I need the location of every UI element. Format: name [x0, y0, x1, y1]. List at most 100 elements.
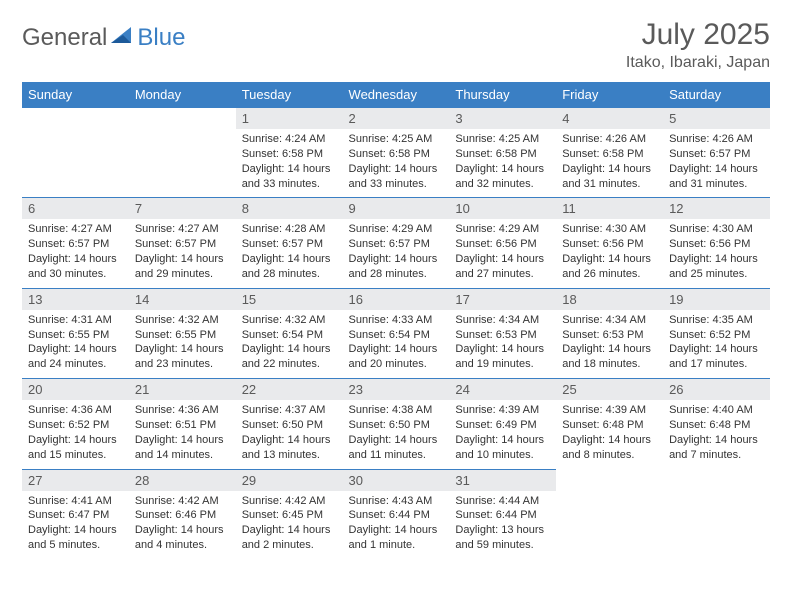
day-data: Sunrise: 4:40 AMSunset: 6:48 PMDaylight:…	[663, 400, 770, 468]
calendar-cell: 18Sunrise: 4:34 AMSunset: 6:53 PMDayligh…	[556, 288, 663, 378]
calendar-cell: 14Sunrise: 4:32 AMSunset: 6:55 PMDayligh…	[129, 288, 236, 378]
day-data: Sunrise: 4:39 AMSunset: 6:48 PMDaylight:…	[556, 400, 663, 468]
day-data: Sunrise: 4:42 AMSunset: 6:46 PMDaylight:…	[129, 491, 236, 559]
day-number: 4	[556, 107, 663, 129]
day-number: 24	[449, 378, 556, 400]
weekday-header: Tuesday	[236, 82, 343, 107]
day-number: 21	[129, 378, 236, 400]
calendar-row: 13Sunrise: 4:31 AMSunset: 6:55 PMDayligh…	[22, 288, 770, 378]
calendar-cell: 9Sunrise: 4:29 AMSunset: 6:57 PMDaylight…	[343, 197, 450, 287]
day-data: Sunrise: 4:44 AMSunset: 6:44 PMDaylight:…	[449, 491, 556, 559]
calendar-cell: 21Sunrise: 4:36 AMSunset: 6:51 PMDayligh…	[129, 378, 236, 468]
day-data: Sunrise: 4:26 AMSunset: 6:58 PMDaylight:…	[556, 129, 663, 197]
calendar-cell: 4Sunrise: 4:26 AMSunset: 6:58 PMDaylight…	[556, 107, 663, 197]
day-data: Sunrise: 4:35 AMSunset: 6:52 PMDaylight:…	[663, 310, 770, 378]
day-data: Sunrise: 4:36 AMSunset: 6:51 PMDaylight:…	[129, 400, 236, 468]
day-number: 22	[236, 378, 343, 400]
day-data: Sunrise: 4:27 AMSunset: 6:57 PMDaylight:…	[129, 219, 236, 287]
calendar-cell: 25Sunrise: 4:39 AMSunset: 6:48 PMDayligh…	[556, 378, 663, 468]
location-subtitle: Itako, Ibaraki, Japan	[626, 54, 770, 72]
title-block: July 2025 Itako, Ibaraki, Japan	[626, 18, 770, 72]
calendar-cell: 28Sunrise: 4:42 AMSunset: 6:46 PMDayligh…	[129, 469, 236, 559]
day-number: 6	[22, 197, 129, 219]
weekday-header: Sunday	[22, 82, 129, 107]
day-number: 30	[343, 469, 450, 491]
calendar-cell: 8Sunrise: 4:28 AMSunset: 6:57 PMDaylight…	[236, 197, 343, 287]
calendar-cell: 22Sunrise: 4:37 AMSunset: 6:50 PMDayligh…	[236, 378, 343, 468]
day-data: Sunrise: 4:41 AMSunset: 6:47 PMDaylight:…	[22, 491, 129, 559]
calendar-cell: 7Sunrise: 4:27 AMSunset: 6:57 PMDaylight…	[129, 197, 236, 287]
day-number: 2	[343, 107, 450, 129]
day-data: Sunrise: 4:30 AMSunset: 6:56 PMDaylight:…	[556, 219, 663, 287]
day-number: 3	[449, 107, 556, 129]
day-data: Sunrise: 4:30 AMSunset: 6:56 PMDaylight:…	[663, 219, 770, 287]
weekday-header: Friday	[556, 82, 663, 107]
calendar-cell	[663, 469, 770, 559]
calendar-cell: 29Sunrise: 4:42 AMSunset: 6:45 PMDayligh…	[236, 469, 343, 559]
calendar-cell: 13Sunrise: 4:31 AMSunset: 6:55 PMDayligh…	[22, 288, 129, 378]
calendar-cell: 16Sunrise: 4:33 AMSunset: 6:54 PMDayligh…	[343, 288, 450, 378]
calendar-cell: 5Sunrise: 4:26 AMSunset: 6:57 PMDaylight…	[663, 107, 770, 197]
day-number: 26	[663, 378, 770, 400]
calendar-row: 27Sunrise: 4:41 AMSunset: 6:47 PMDayligh…	[22, 469, 770, 559]
calendar-cell: 1Sunrise: 4:24 AMSunset: 6:58 PMDaylight…	[236, 107, 343, 197]
calendar-cell	[556, 469, 663, 559]
logo-sail-icon	[109, 24, 135, 52]
calendar-body: 1Sunrise: 4:24 AMSunset: 6:58 PMDaylight…	[22, 107, 770, 559]
day-data: Sunrise: 4:38 AMSunset: 6:50 PMDaylight:…	[343, 400, 450, 468]
calendar-cell: 2Sunrise: 4:25 AMSunset: 6:58 PMDaylight…	[343, 107, 450, 197]
day-number: 31	[449, 469, 556, 491]
day-data: Sunrise: 4:34 AMSunset: 6:53 PMDaylight:…	[449, 310, 556, 378]
day-data: Sunrise: 4:28 AMSunset: 6:57 PMDaylight:…	[236, 219, 343, 287]
calendar-table: Sunday Monday Tuesday Wednesday Thursday…	[22, 82, 770, 559]
calendar-cell: 24Sunrise: 4:39 AMSunset: 6:49 PMDayligh…	[449, 378, 556, 468]
day-number: 29	[236, 469, 343, 491]
day-data: Sunrise: 4:36 AMSunset: 6:52 PMDaylight:…	[22, 400, 129, 468]
day-number: 13	[22, 288, 129, 310]
calendar-cell: 11Sunrise: 4:30 AMSunset: 6:56 PMDayligh…	[556, 197, 663, 287]
day-data: Sunrise: 4:25 AMSunset: 6:58 PMDaylight:…	[449, 129, 556, 197]
day-data: Sunrise: 4:29 AMSunset: 6:56 PMDaylight:…	[449, 219, 556, 287]
day-number: 18	[556, 288, 663, 310]
day-data: Sunrise: 4:29 AMSunset: 6:57 PMDaylight:…	[343, 219, 450, 287]
calendar-cell	[129, 107, 236, 197]
day-number: 25	[556, 378, 663, 400]
day-data: Sunrise: 4:43 AMSunset: 6:44 PMDaylight:…	[343, 491, 450, 559]
day-data: Sunrise: 4:26 AMSunset: 6:57 PMDaylight:…	[663, 129, 770, 197]
day-number: 15	[236, 288, 343, 310]
day-data: Sunrise: 4:37 AMSunset: 6:50 PMDaylight:…	[236, 400, 343, 468]
day-data: Sunrise: 4:27 AMSunset: 6:57 PMDaylight:…	[22, 219, 129, 287]
day-number: 20	[22, 378, 129, 400]
day-number: 16	[343, 288, 450, 310]
logo: General Blue	[22, 18, 185, 52]
day-number: 27	[22, 469, 129, 491]
page-title: July 2025	[626, 18, 770, 52]
day-number: 19	[663, 288, 770, 310]
day-data: Sunrise: 4:42 AMSunset: 6:45 PMDaylight:…	[236, 491, 343, 559]
day-number: 1	[236, 107, 343, 129]
calendar-cell: 15Sunrise: 4:32 AMSunset: 6:54 PMDayligh…	[236, 288, 343, 378]
calendar-cell: 27Sunrise: 4:41 AMSunset: 6:47 PMDayligh…	[22, 469, 129, 559]
weekday-header: Monday	[129, 82, 236, 107]
day-number: 8	[236, 197, 343, 219]
weekday-header: Wednesday	[343, 82, 450, 107]
calendar-cell: 12Sunrise: 4:30 AMSunset: 6:56 PMDayligh…	[663, 197, 770, 287]
logo-text-blue: Blue	[137, 24, 185, 52]
day-data: Sunrise: 4:25 AMSunset: 6:58 PMDaylight:…	[343, 129, 450, 197]
day-number: 14	[129, 288, 236, 310]
weekday-header: Saturday	[663, 82, 770, 107]
day-data: Sunrise: 4:34 AMSunset: 6:53 PMDaylight:…	[556, 310, 663, 378]
calendar-cell	[22, 107, 129, 197]
day-data: Sunrise: 4:24 AMSunset: 6:58 PMDaylight:…	[236, 129, 343, 197]
calendar-cell: 19Sunrise: 4:35 AMSunset: 6:52 PMDayligh…	[663, 288, 770, 378]
calendar-row: 1Sunrise: 4:24 AMSunset: 6:58 PMDaylight…	[22, 107, 770, 197]
header: General Blue July 2025 Itako, Ibaraki, J…	[22, 18, 770, 72]
day-number: 12	[663, 197, 770, 219]
calendar-cell: 17Sunrise: 4:34 AMSunset: 6:53 PMDayligh…	[449, 288, 556, 378]
weekday-header-row: Sunday Monday Tuesday Wednesday Thursday…	[22, 82, 770, 107]
calendar-cell: 20Sunrise: 4:36 AMSunset: 6:52 PMDayligh…	[22, 378, 129, 468]
day-number: 28	[129, 469, 236, 491]
logo-text-general: General	[22, 24, 107, 52]
day-data: Sunrise: 4:31 AMSunset: 6:55 PMDaylight:…	[22, 310, 129, 378]
calendar-cell: 30Sunrise: 4:43 AMSunset: 6:44 PMDayligh…	[343, 469, 450, 559]
